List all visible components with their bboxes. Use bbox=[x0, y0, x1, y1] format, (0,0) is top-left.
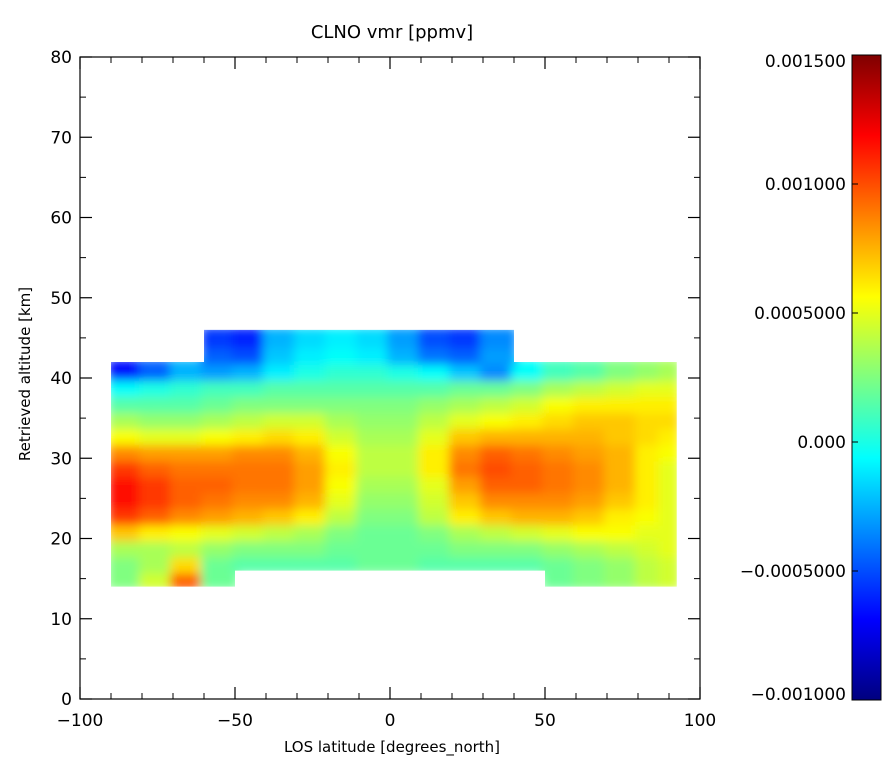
y-tick-label: 70 bbox=[50, 128, 72, 148]
y-axis: 0 10 20 30 40 50 60 70 80 bbox=[50, 48, 700, 710]
heatmap-cell bbox=[356, 329, 393, 349]
colorbar-tick-label: 0.001000 bbox=[765, 175, 846, 195]
heatmap-cell bbox=[387, 329, 424, 349]
x-tick-label: 0 bbox=[385, 711, 396, 731]
heatmap-cell bbox=[232, 329, 269, 349]
y-tick-label: 30 bbox=[50, 449, 72, 469]
colorbar-tick-label: −0.0005000 bbox=[740, 562, 846, 582]
x-tick-label: 50 bbox=[534, 711, 556, 731]
colorbar-tick-label: 0.000 bbox=[797, 433, 846, 453]
heatmap-cell bbox=[658, 358, 677, 381]
x-axis-label: LOS latitude [degrees_north] bbox=[284, 738, 500, 757]
heatmap-cell bbox=[449, 329, 486, 349]
heatmap-cell bbox=[635, 358, 665, 381]
y-tick-label: 50 bbox=[50, 289, 72, 309]
heatmap-cell bbox=[573, 358, 610, 381]
colorbar-tick-label: −0.001000 bbox=[751, 685, 846, 705]
heatmap-cell bbox=[604, 358, 641, 381]
y-tick-label: 0 bbox=[61, 690, 72, 710]
heatmap-cell bbox=[111, 358, 145, 381]
heatmap-cell bbox=[325, 329, 362, 349]
y-tick-label: 10 bbox=[50, 610, 72, 630]
y-tick-label: 80 bbox=[50, 48, 72, 68]
y-tick-label: 60 bbox=[50, 209, 72, 229]
x-tick-label: −50 bbox=[217, 711, 253, 731]
heatmap-cell bbox=[263, 329, 300, 349]
heatmap-cell bbox=[480, 329, 517, 349]
x-tick-label: 100 bbox=[684, 711, 716, 731]
colorbar-ticks: 0.001500 0.001000 0.0005000 0.000 −0.0005000… bbox=[740, 52, 858, 705]
colorbar bbox=[851, 54, 882, 701]
chart-title: CLNO vmr [ppmv] bbox=[311, 22, 473, 43]
heatmap-cell bbox=[201, 329, 238, 349]
colorbar-tick-label: 0.001500 bbox=[765, 52, 846, 72]
y-tick-label: 20 bbox=[50, 530, 72, 550]
y-tick-label: 40 bbox=[50, 369, 72, 389]
x-tick-label: −100 bbox=[57, 711, 104, 731]
heatmap-cell bbox=[542, 358, 579, 381]
heatmap-cell bbox=[139, 358, 176, 381]
heatmap-cell bbox=[294, 329, 331, 349]
x-axis: −100 −50 0 50 100 bbox=[57, 57, 716, 731]
heatmap-cell bbox=[170, 358, 207, 381]
heatmap-cell bbox=[418, 329, 455, 349]
colorbar-tick-label: 0.0005000 bbox=[754, 304, 846, 324]
y-axis-label: Retrieved altitude [km] bbox=[16, 287, 34, 461]
heatmap-field bbox=[111, 329, 677, 587]
heatmap-cell bbox=[511, 358, 548, 381]
